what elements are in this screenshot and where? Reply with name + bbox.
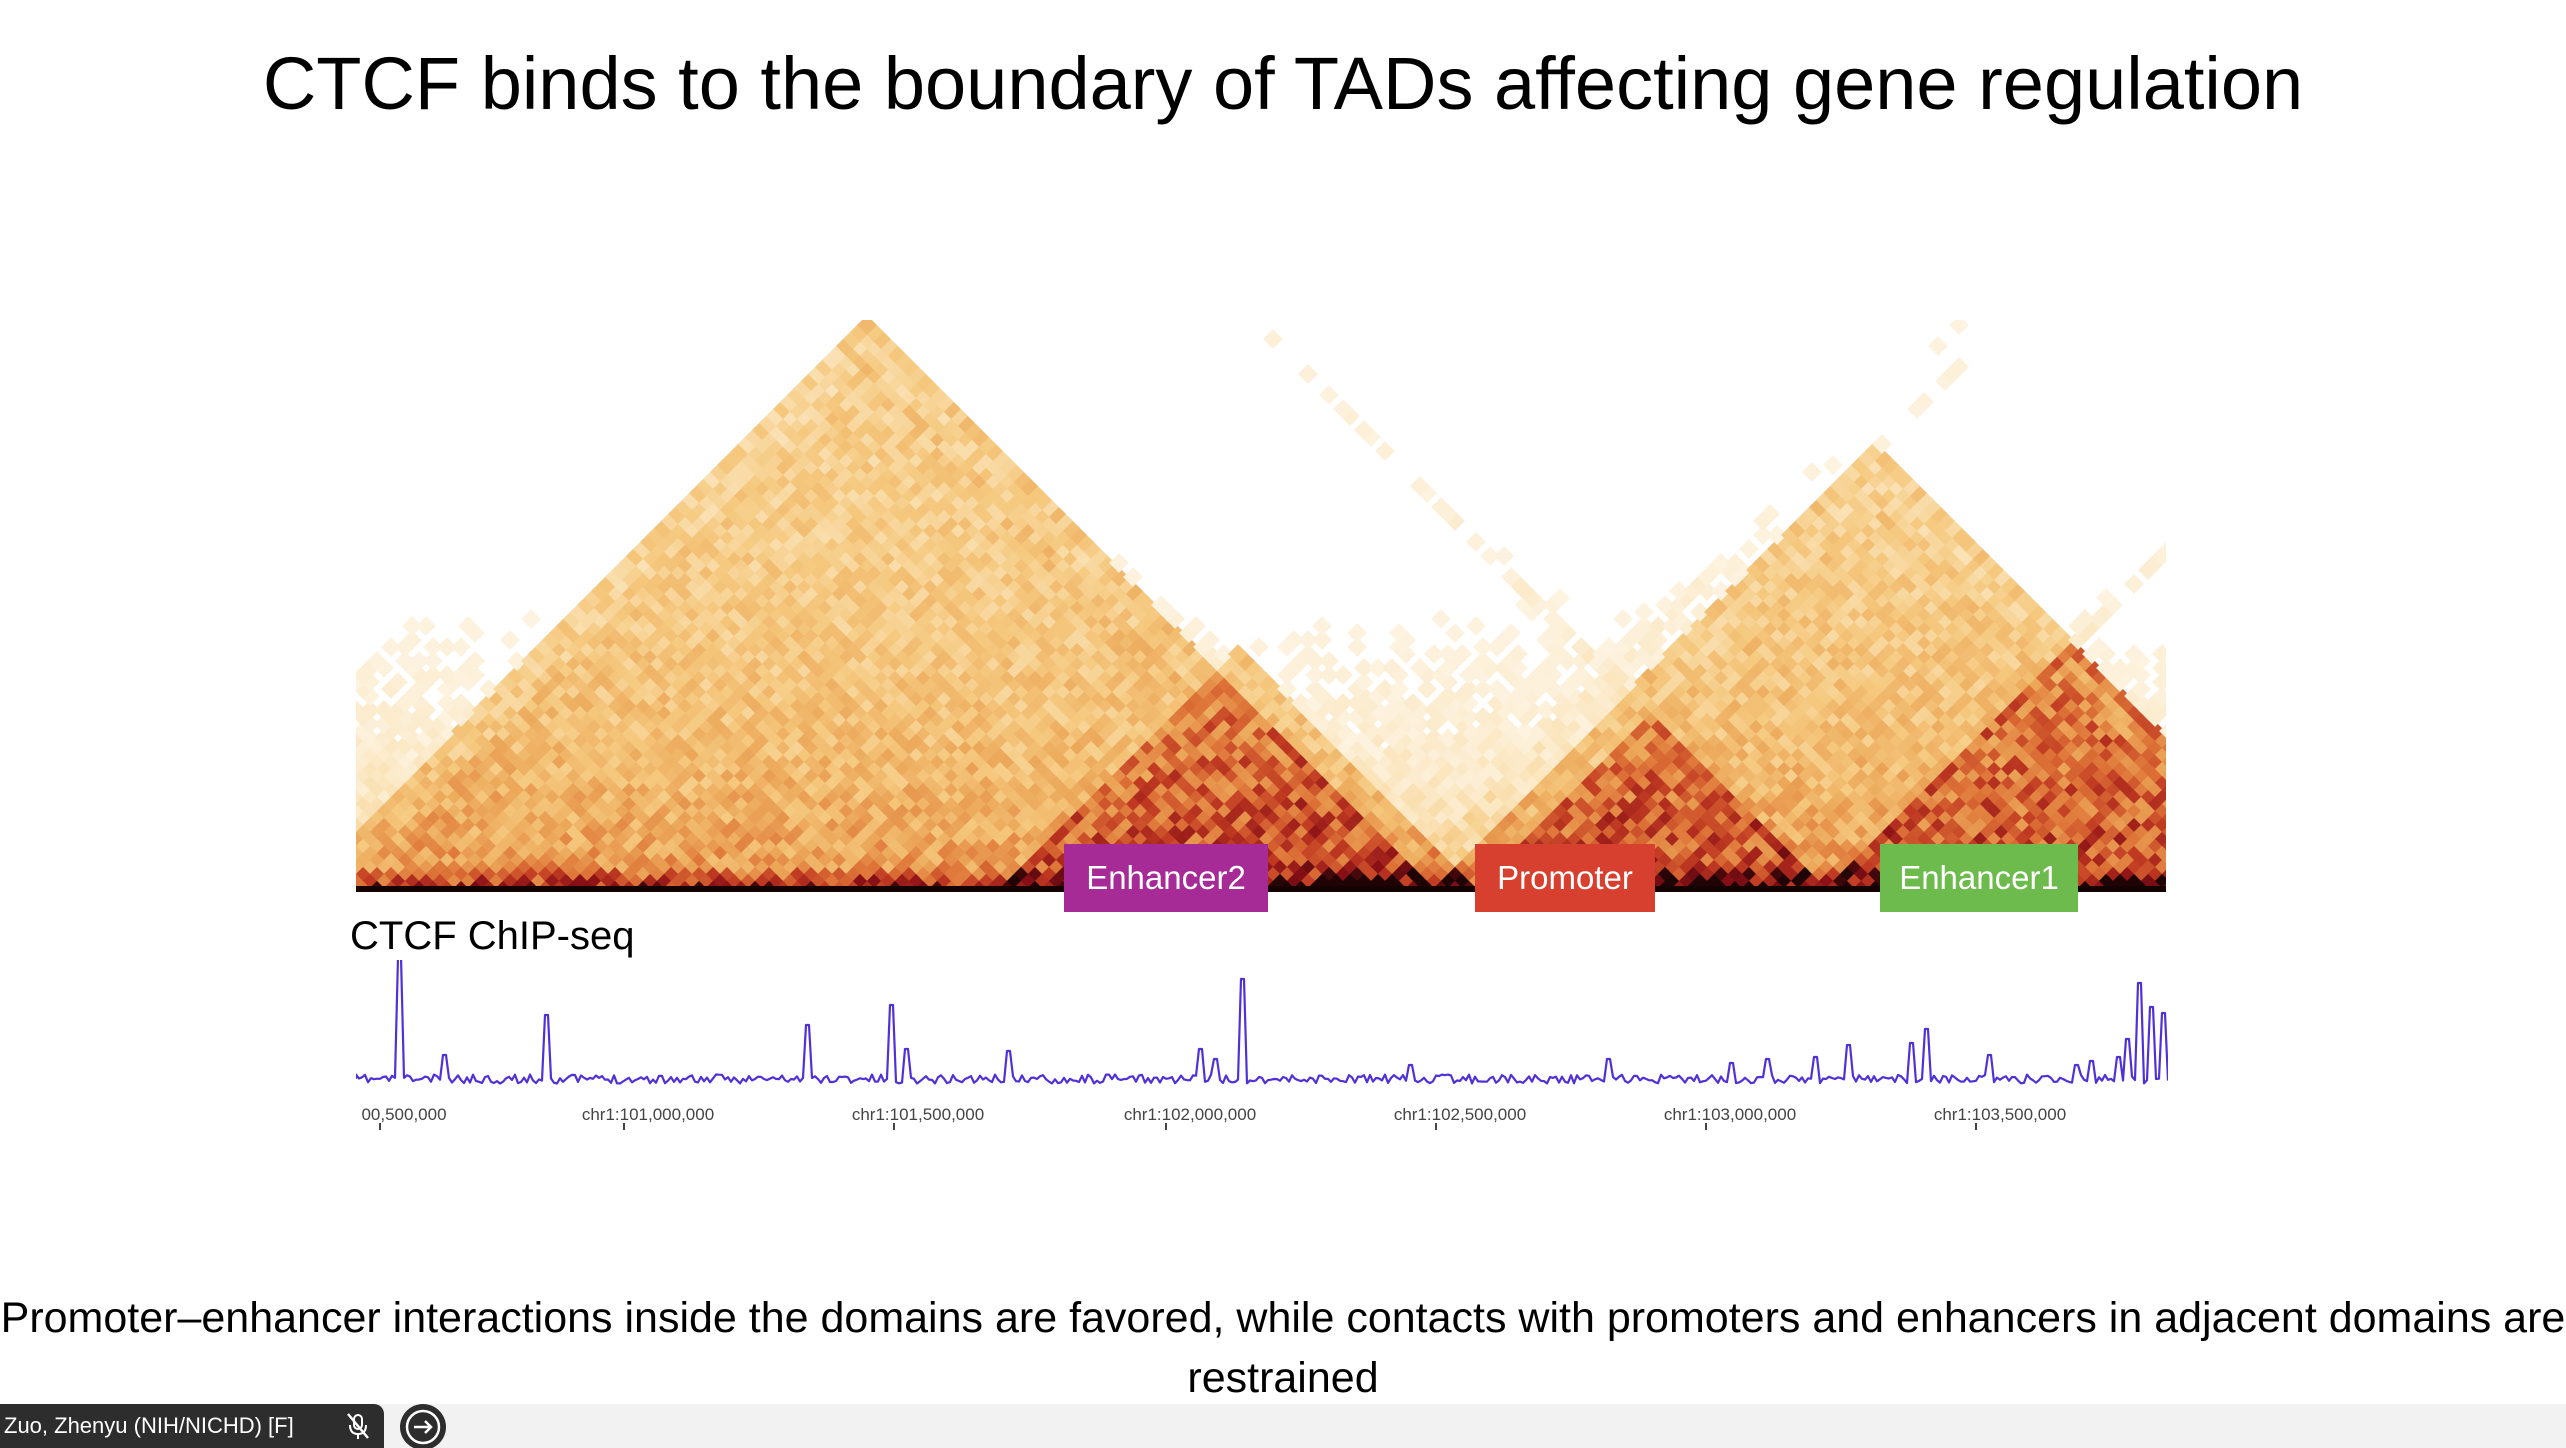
chipseq-track: 00,500,000 chr1:101,000,000 chr1:101,500,0… bbox=[356, 960, 2168, 1130]
arrow-right-button[interactable] bbox=[400, 1404, 446, 1448]
slide-title: CTCF binds to the boundary of TADs affec… bbox=[262, 42, 2304, 125]
promoter-label: Promoter bbox=[1475, 844, 1655, 912]
video-bar: Zuo, Zhenyu (NIH/NICHD) [F] bbox=[0, 1404, 2566, 1448]
enhancer1-label-text: Enhancer1 bbox=[1899, 859, 2059, 896]
axis-tick-label: chr1:102,500,000 bbox=[1394, 1105, 1526, 1124]
axis-tick-label: chr1:101,000,000 bbox=[582, 1105, 714, 1124]
mic-muted-icon[interactable] bbox=[342, 1410, 374, 1442]
axis-tick-label: chr1:103,500,000 bbox=[1934, 1105, 2066, 1124]
enhancer2-label-text: Enhancer2 bbox=[1086, 859, 1246, 896]
arrow-right-icon bbox=[405, 1409, 441, 1445]
axis-tick-label: chr1:103,000,000 bbox=[1664, 1105, 1796, 1124]
axis-tick-label: chr1:101,500,000 bbox=[852, 1105, 984, 1124]
participant-name: Zuo, Zhenyu (NIH/NICHD) [F] bbox=[4, 1413, 294, 1438]
chipseq-track-label: CTCF ChIP-seq bbox=[350, 914, 635, 958]
axis-tick-label: chr1:102,000,000 bbox=[1124, 1105, 1256, 1124]
chipseq-signal-line bbox=[356, 960, 2168, 1085]
promoter-label-text: Promoter bbox=[1497, 859, 1633, 896]
hic-heatmap bbox=[356, 320, 2166, 892]
enhancer1-label: Enhancer1 bbox=[1880, 844, 2078, 912]
slide-caption: Promoter–enhancer interactions inside th… bbox=[0, 1294, 2566, 1402]
axis-tick-label: 00,500,000 bbox=[361, 1105, 446, 1124]
participant-name-chip[interactable]: Zuo, Zhenyu (NIH/NICHD) [F] bbox=[0, 1404, 384, 1448]
enhancer2-label: Enhancer2 bbox=[1064, 844, 1268, 912]
genome-axis: 00,500,000 chr1:101,000,000 chr1:101,500,0… bbox=[361, 1105, 2066, 1130]
